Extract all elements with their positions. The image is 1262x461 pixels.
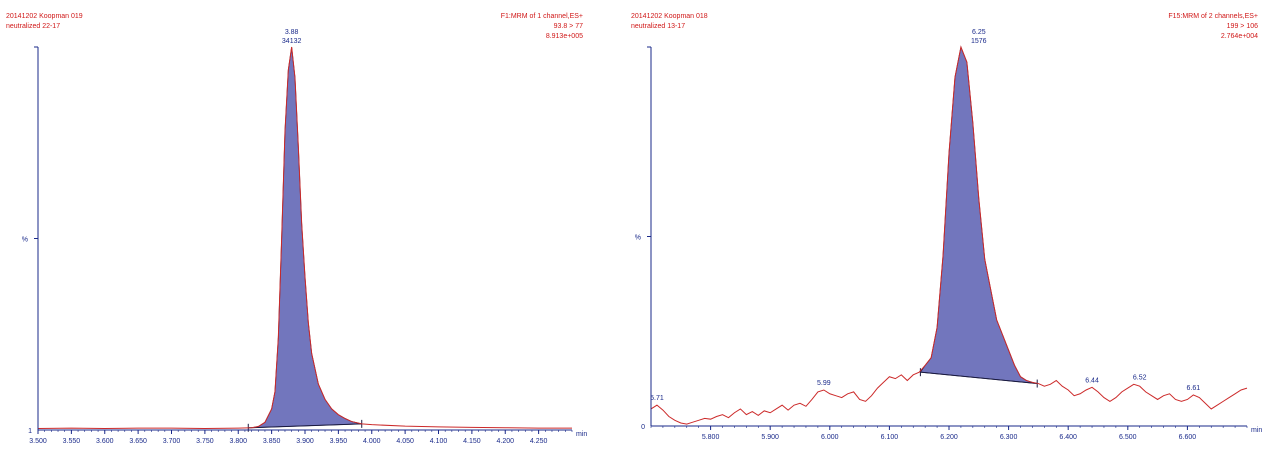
x-tick-label: 4.200 xyxy=(496,438,514,445)
x-tick-label: 6.100 xyxy=(881,434,899,441)
x-tick-label: 5.800 xyxy=(702,434,720,441)
intensity-label: 8.913e+005 xyxy=(545,33,583,40)
chromatogram-right: 20141202 Koopman 018 neutralized 13-17 F… xyxy=(618,0,1262,461)
x-tick-label: 3.850 xyxy=(263,438,281,445)
chromatogram-left: 20141202 Koopman 019 neutralized 22-17 F… xyxy=(0,0,600,461)
y-axis-label: % xyxy=(635,235,641,242)
intensity-label: 2.764e+004 xyxy=(1220,33,1258,40)
function-label: F1:MRM of 1 channel,ES+ xyxy=(500,13,583,20)
x-tick-label: 6.000 xyxy=(821,434,839,441)
sample-description: neutralized 13-17 xyxy=(631,23,686,30)
x-tick-label: 5.900 xyxy=(761,434,779,441)
x-tick-label: 3.600 xyxy=(96,438,114,445)
x-tick-label: 4.100 xyxy=(430,438,448,445)
x-tick-label: 4.250 xyxy=(530,438,548,445)
x-tick-label: 4.000 xyxy=(363,438,381,445)
minor-peak-label: 6.52 xyxy=(1133,374,1147,381)
integration-baseline xyxy=(248,423,362,429)
x-tick-label: 3.700 xyxy=(163,438,181,445)
x-tick-label: 6.500 xyxy=(1119,434,1137,441)
chart-plot-right: % 0 5.800 5.900 6.000 6.100 6.200 6.300 6.400 6.5… xyxy=(635,29,1262,441)
minor-peak-label: 6.61 xyxy=(1187,385,1201,392)
peak-area-label: 34132 xyxy=(282,38,302,45)
x-tick-label: 4.050 xyxy=(396,438,414,445)
x-axis-label: min xyxy=(1251,427,1262,434)
x-tick-label: 6.300 xyxy=(1000,434,1018,441)
y-tick-label: 0 xyxy=(641,424,645,431)
x-tick-label: 4.150 xyxy=(463,438,481,445)
x-tick-label: 3.500 xyxy=(29,438,47,445)
x-tick-label: 6.200 xyxy=(940,434,958,441)
peak-rt-label: 6.25 xyxy=(972,29,986,36)
transition-label: 199 > 106 xyxy=(1226,23,1258,30)
chromatogram-trace xyxy=(650,45,1248,425)
chart-plot-left: % 1 3.500 3.550 3.600 3.650 3.700 3.750 3.800 3.8… xyxy=(22,29,588,445)
chromatogram-trace xyxy=(37,46,572,429)
x-tick-label: 6.400 xyxy=(1059,434,1077,441)
minor-peak-label: 5.99 xyxy=(817,380,831,387)
x-axis-label: min xyxy=(576,431,587,438)
transition-label: 93.8 > 77 xyxy=(553,23,583,30)
peak-area-label: 1576 xyxy=(971,38,987,45)
x-tick-label: 3.950 xyxy=(330,438,348,445)
x-tick-label: 3.900 xyxy=(296,438,314,445)
integration-baseline xyxy=(920,371,1038,385)
x-tick-label: 3.800 xyxy=(229,438,247,445)
minor-peak-label: 5.71 xyxy=(650,395,664,402)
minor-peak-label: 6.44 xyxy=(1085,377,1099,384)
peak-rt-label: 3.88 xyxy=(285,29,299,36)
x-tick-label: 3.550 xyxy=(63,438,81,445)
peak-area xyxy=(248,46,362,429)
x-tick-label: 3.650 xyxy=(129,438,147,445)
y-axis-label: % xyxy=(22,237,28,244)
sample-description: neutralized 22-17 xyxy=(6,23,61,30)
peak-area xyxy=(919,45,1038,384)
function-label: F15:MRM of 2 channels,ES+ xyxy=(1168,13,1258,20)
x-tick-label: 3.750 xyxy=(196,438,214,445)
y-tick-label: 1 xyxy=(28,428,32,435)
x-tick-label: 6.600 xyxy=(1179,434,1197,441)
sample-name: 20141202 Koopman 019 xyxy=(6,13,83,20)
sample-name: 20141202 Koopman 018 xyxy=(631,13,708,20)
